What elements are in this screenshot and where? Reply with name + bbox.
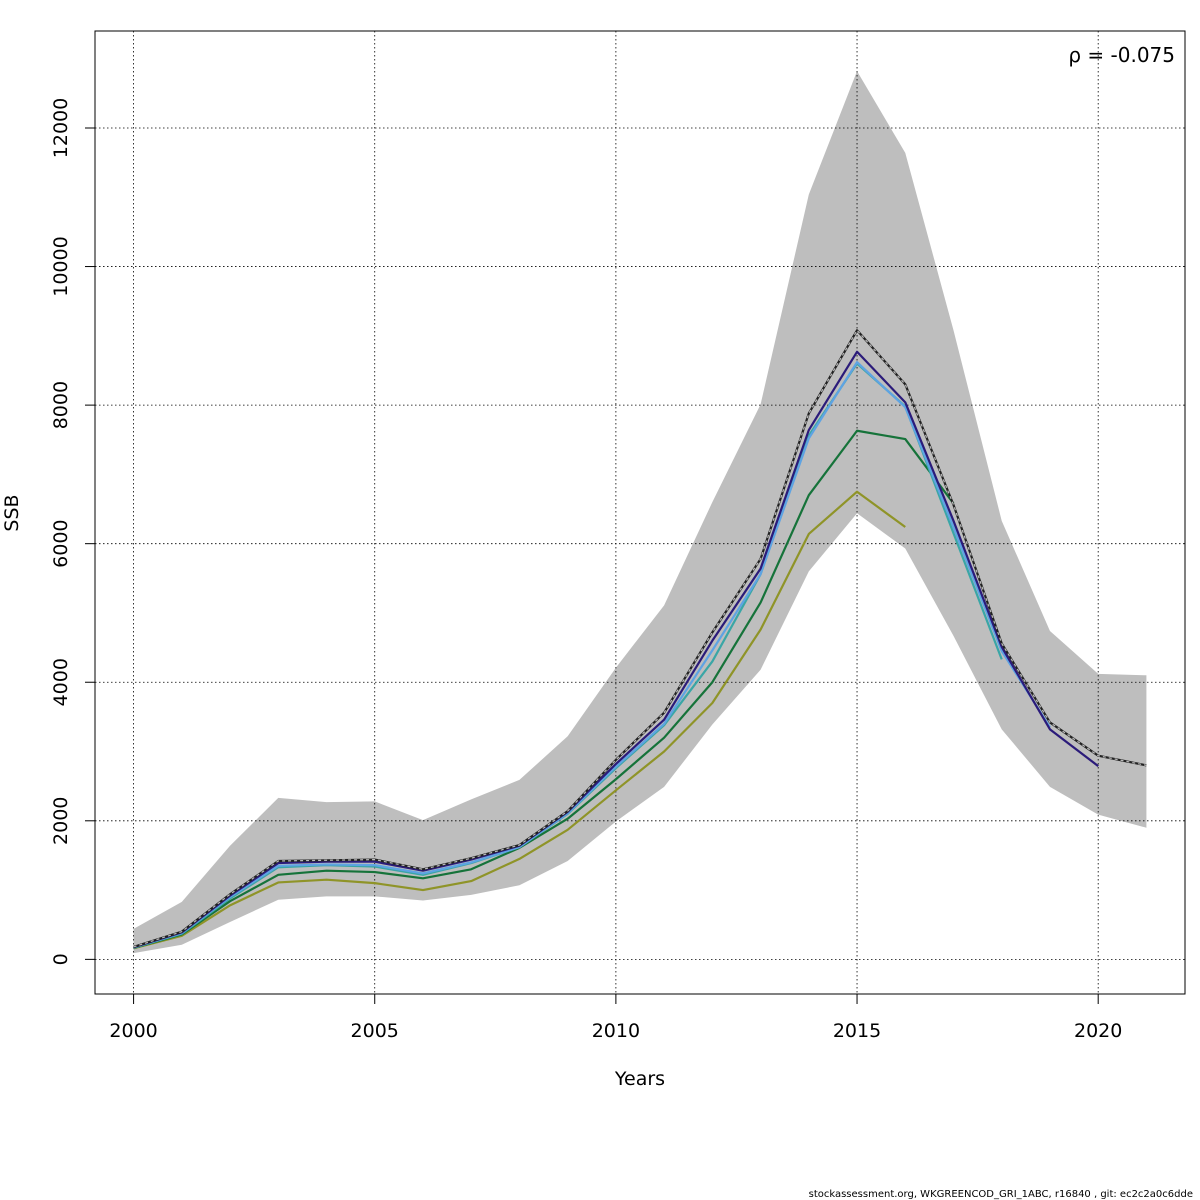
y-tick-label: 4000	[50, 658, 72, 706]
x-tick-label: 2000	[109, 1020, 157, 1042]
x-tick-label: 2010	[592, 1020, 640, 1042]
confidence-band	[133, 71, 1147, 954]
y-tick-label: 6000	[50, 519, 72, 567]
x-tick-label: 2005	[351, 1020, 399, 1042]
y-axis: 0 2000 4000 6000 8000 10000 12000	[50, 98, 96, 965]
gridlines	[95, 31, 1185, 994]
y-tick-label: 12000	[50, 98, 72, 158]
series-line-dashed-overlay	[133, 329, 1147, 948]
confidence-band-layer	[133, 71, 1147, 954]
series-line-3	[133, 361, 1051, 949]
x-tick-label: 2020	[1074, 1020, 1122, 1042]
y-tick-label: 8000	[50, 381, 72, 429]
series-layer	[133, 329, 1147, 950]
y-tick-label: 0	[50, 953, 72, 965]
x-axis-title: Years	[614, 1068, 665, 1090]
series-line-6	[133, 490, 906, 950]
series-line-5	[133, 429, 955, 949]
series-line-2	[133, 350, 1099, 949]
y-tick-label: 10000	[50, 236, 72, 296]
x-axis: 2000 2005 2010 2015 2020	[109, 993, 1122, 1042]
x-tick-label: 2015	[833, 1020, 881, 1042]
footer-credit: stockassessment.org, WKGREENCOD_GRI_1ABC…	[809, 1189, 1193, 1200]
y-tick-label: 2000	[50, 797, 72, 845]
rho-annotation: ρ = -0.075	[1068, 43, 1175, 67]
y-axis-title: SSB	[1, 494, 23, 531]
